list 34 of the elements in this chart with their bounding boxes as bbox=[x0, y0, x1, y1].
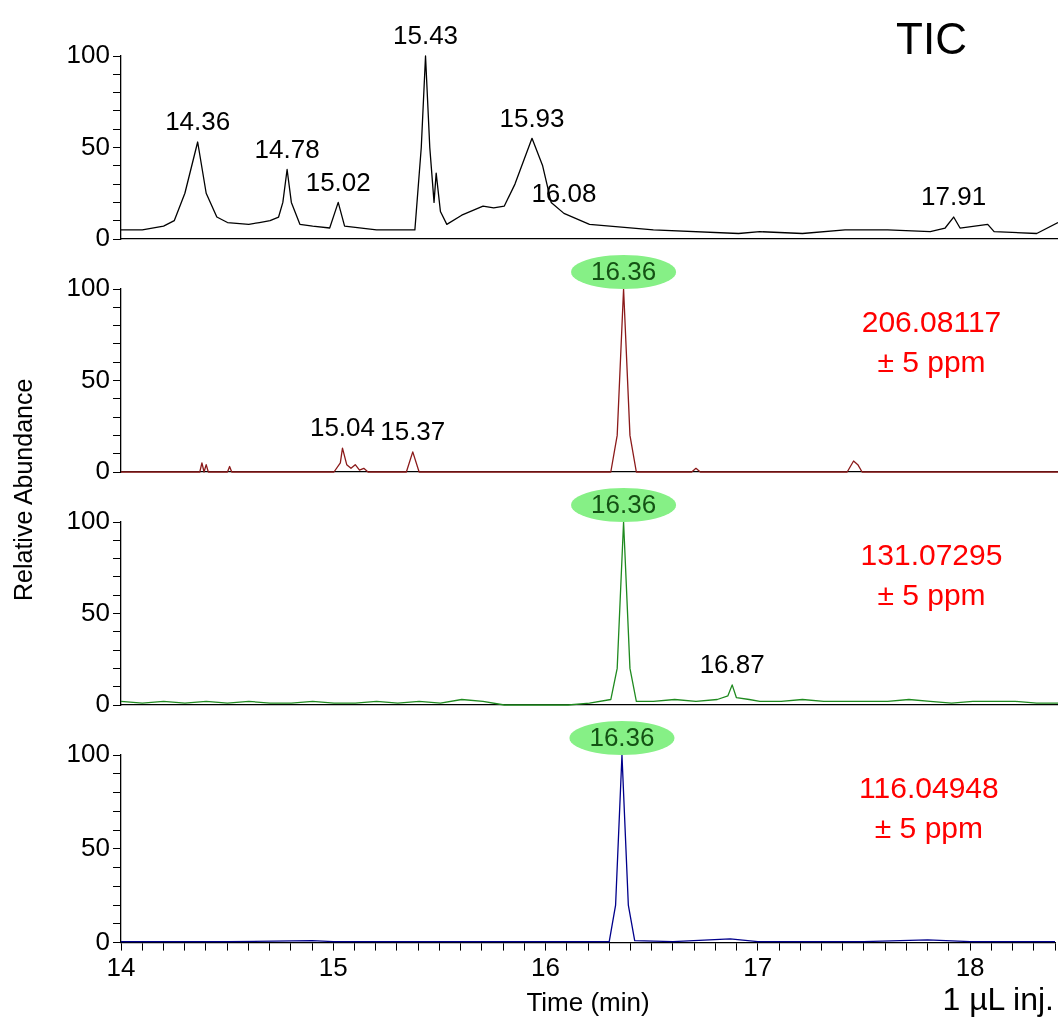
annotation: 16.36 bbox=[591, 489, 657, 520]
y-tick-label: 100 bbox=[66, 39, 110, 70]
chart-title: TIC bbox=[896, 14, 967, 64]
y-tick-label: 100 bbox=[66, 272, 110, 303]
y-tick-label: 50 bbox=[81, 363, 110, 394]
x-tick-label: 16 bbox=[531, 952, 561, 983]
x-axis-title: Time (min) bbox=[526, 986, 650, 1017]
annotation: 16.87 bbox=[699, 649, 765, 680]
x-tick-label: 18 bbox=[955, 952, 985, 983]
y-tick-label: 0 bbox=[95, 222, 110, 253]
annotation: 14.36 bbox=[165, 106, 231, 137]
text: 1 µL inj. bbox=[942, 980, 1054, 1017]
annotation: 15.93 bbox=[499, 102, 565, 133]
annotation: 14.78 bbox=[254, 133, 320, 164]
text: 131.07295 ± 5 ppm bbox=[860, 538, 1003, 612]
annotation: 16.36 bbox=[589, 722, 655, 753]
y-tick-label: 50 bbox=[81, 831, 110, 862]
x-tick-label: 15 bbox=[318, 952, 348, 983]
y-tick-label: 0 bbox=[95, 455, 110, 486]
y-tick-label: 50 bbox=[81, 130, 110, 161]
annotation: 15.04 bbox=[309, 412, 376, 443]
annotation: 17.91 bbox=[921, 181, 987, 212]
y-tick-label: 0 bbox=[95, 688, 110, 719]
y-tick-label: 50 bbox=[81, 596, 110, 627]
text: 116.04948 ± 5 ppm bbox=[859, 771, 999, 845]
y-axis-title: Relative Abundance bbox=[8, 378, 38, 601]
y-tick-label: 100 bbox=[66, 505, 110, 536]
annotation: 15.43 bbox=[392, 20, 459, 51]
annotation: 16.36 bbox=[591, 256, 657, 287]
text: 206.08117 ± 5 ppm bbox=[861, 305, 1002, 379]
annotation: 15.37 bbox=[380, 416, 446, 447]
y-tick-label: 100 bbox=[66, 738, 110, 769]
x-tick-label: 17 bbox=[743, 952, 773, 983]
annotation: 15.02 bbox=[305, 166, 371, 197]
